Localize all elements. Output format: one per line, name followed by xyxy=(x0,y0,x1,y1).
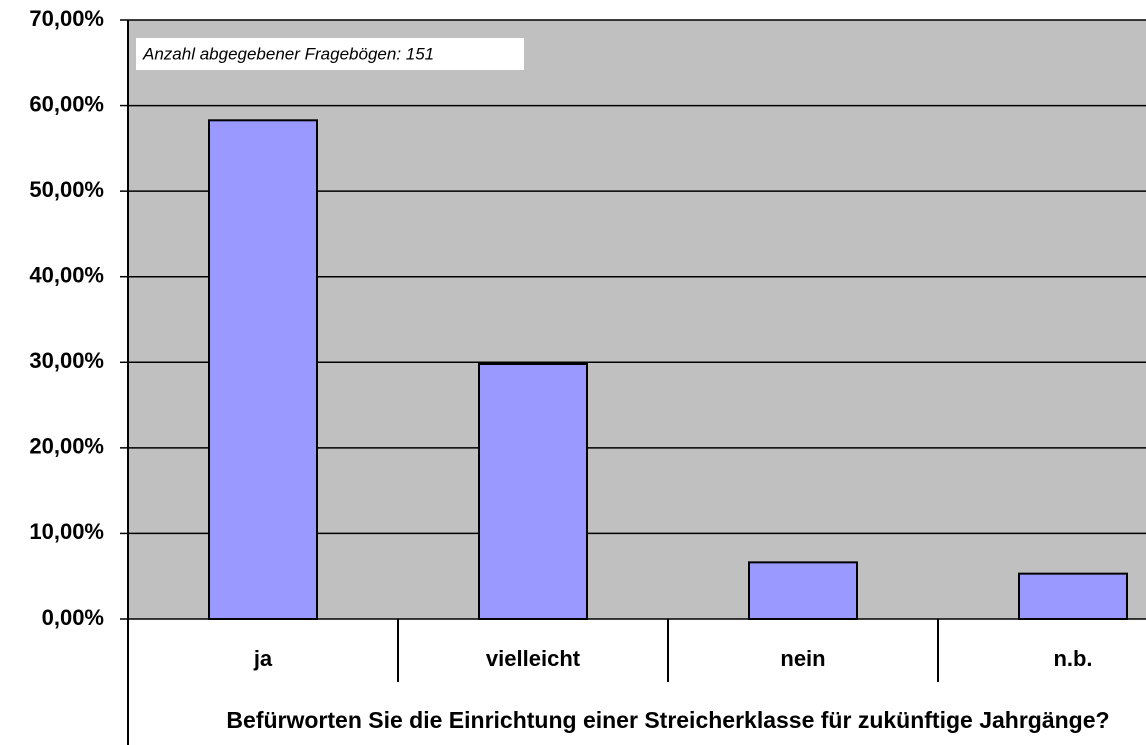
y-tick-label: 0,00% xyxy=(42,605,104,630)
y-tick-label: 70,00% xyxy=(29,6,104,31)
bar xyxy=(208,119,318,621)
annotation-box xyxy=(136,38,524,70)
bar xyxy=(478,362,588,620)
bar xyxy=(748,561,858,620)
x-tick-label: n.b. xyxy=(1053,646,1092,671)
y-tick-label: 40,00% xyxy=(29,263,104,288)
x-tick-label: vielleicht xyxy=(486,646,581,671)
bar xyxy=(1018,572,1128,621)
annotation: Anzahl abgegebener Fragebögen: 151 xyxy=(142,44,434,63)
y-tick-label: 50,00% xyxy=(29,177,104,202)
x-tick-label: ja xyxy=(253,646,273,671)
y-tick-label: 60,00% xyxy=(29,91,104,116)
y-tick-label: 10,00% xyxy=(29,519,104,544)
y-tick-label: 20,00% xyxy=(29,434,104,459)
x-axis-label: Befürworten Sie die Einrichtung einer St… xyxy=(226,707,1109,733)
x-tick-label: nein xyxy=(780,646,825,671)
y-tick-label: 30,00% xyxy=(29,348,104,373)
